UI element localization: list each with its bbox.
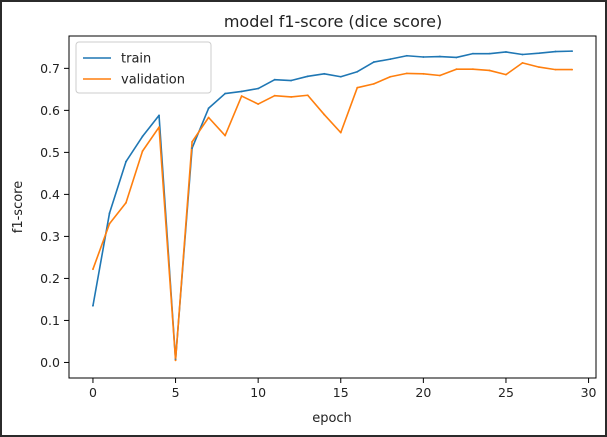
data-point-train xyxy=(538,52,540,55)
data-point-train xyxy=(323,72,326,75)
data-point-train xyxy=(224,92,227,95)
data-point-train xyxy=(158,114,160,117)
data-point-train xyxy=(356,70,359,73)
data-point-train xyxy=(405,54,408,57)
data-point-train xyxy=(571,50,573,53)
data-point-validation xyxy=(141,150,144,153)
x-tick-label: 5 xyxy=(172,385,180,400)
data-point-validation xyxy=(538,66,540,68)
series-line-validation xyxy=(92,62,573,362)
data-point-validation xyxy=(571,68,573,71)
data-point-train xyxy=(257,87,260,90)
x-axis: 0 5 10 15 20 25 30 xyxy=(89,378,597,400)
data-point-train xyxy=(207,107,210,110)
data-point-train xyxy=(141,135,144,138)
data-point-train xyxy=(240,90,243,93)
data-point-train xyxy=(438,55,441,58)
x-tick-label: 0 xyxy=(89,385,97,400)
x-tick-label: 30 xyxy=(581,385,597,400)
y-tick-label: 0.5 xyxy=(40,145,60,160)
data-point-train xyxy=(306,75,309,78)
data-point-train xyxy=(108,212,111,215)
y-tick-label: 0.6 xyxy=(40,103,60,118)
x-tick-label: 15 xyxy=(333,385,349,400)
data-point-validation xyxy=(356,86,359,89)
data-point-train xyxy=(472,52,474,55)
data-point-train xyxy=(372,61,375,63)
y-tick-label: 0.4 xyxy=(40,187,60,202)
data-point-validation xyxy=(405,72,408,75)
data-point-validation xyxy=(438,74,441,77)
y-tick-label: 0.7 xyxy=(40,61,60,76)
y-tick-label: 0.3 xyxy=(40,229,60,244)
series-group xyxy=(92,50,573,362)
data-point-train xyxy=(554,50,557,53)
y-axis-label: f1-score xyxy=(11,181,26,233)
data-point-validation xyxy=(472,68,474,71)
data-point-train xyxy=(389,58,392,61)
data-point-validation xyxy=(521,61,524,64)
data-point-train xyxy=(191,147,193,150)
data-point-validation xyxy=(455,68,458,71)
data-point-validation xyxy=(273,94,276,97)
y-axis: 0.0 0.1 0.2 0.3 0.4 0.5 0.6 0.7 xyxy=(40,61,69,370)
data-point-train xyxy=(92,304,94,307)
data-point-validation xyxy=(158,126,160,129)
data-point-validation xyxy=(191,140,193,143)
data-point-validation xyxy=(224,134,227,137)
data-point-validation xyxy=(125,201,127,204)
data-point-validation xyxy=(389,75,392,78)
data-point-validation xyxy=(240,95,243,97)
data-points xyxy=(92,50,573,362)
data-point-train xyxy=(125,160,127,163)
data-point-validation xyxy=(554,68,557,71)
data-point-train xyxy=(521,53,524,56)
data-point-validation xyxy=(108,222,111,225)
x-tick-label: 25 xyxy=(498,385,514,400)
data-point-validation xyxy=(92,268,94,271)
data-point-validation xyxy=(505,73,507,76)
x-tick-label: 20 xyxy=(415,385,431,400)
data-point-train xyxy=(505,51,507,53)
data-point-train xyxy=(488,52,491,55)
y-tick-label: 0.0 xyxy=(40,355,60,370)
data-point-validation xyxy=(257,103,260,105)
y-tick-label: 0.2 xyxy=(40,271,60,286)
data-point-train xyxy=(455,56,458,59)
chart-title: model f1-score (dice score) xyxy=(224,12,442,31)
data-point-validation xyxy=(339,131,342,134)
y-tick-label: 0.1 xyxy=(40,313,60,328)
data-point-train xyxy=(290,79,293,82)
data-point-validation xyxy=(422,72,425,75)
data-point-validation xyxy=(290,96,293,98)
data-point-validation xyxy=(372,82,375,85)
data-point-train xyxy=(273,78,276,81)
x-axis-label: epoch xyxy=(312,411,352,426)
data-point-validation xyxy=(306,94,309,97)
data-point-train xyxy=(422,56,425,58)
legend-label-train: train xyxy=(121,52,151,67)
data-point-validation xyxy=(174,359,177,362)
data-point-validation xyxy=(488,69,491,72)
legend-label-validation: validation xyxy=(121,73,185,88)
x-tick-label: 10 xyxy=(250,385,266,400)
plot-area xyxy=(68,35,597,379)
legend-box xyxy=(75,41,212,94)
data-point-train xyxy=(339,75,342,78)
data-point-validation xyxy=(323,113,326,116)
data-point-validation xyxy=(207,116,210,119)
plot-frame xyxy=(68,35,597,379)
legend: train validation xyxy=(75,41,212,94)
